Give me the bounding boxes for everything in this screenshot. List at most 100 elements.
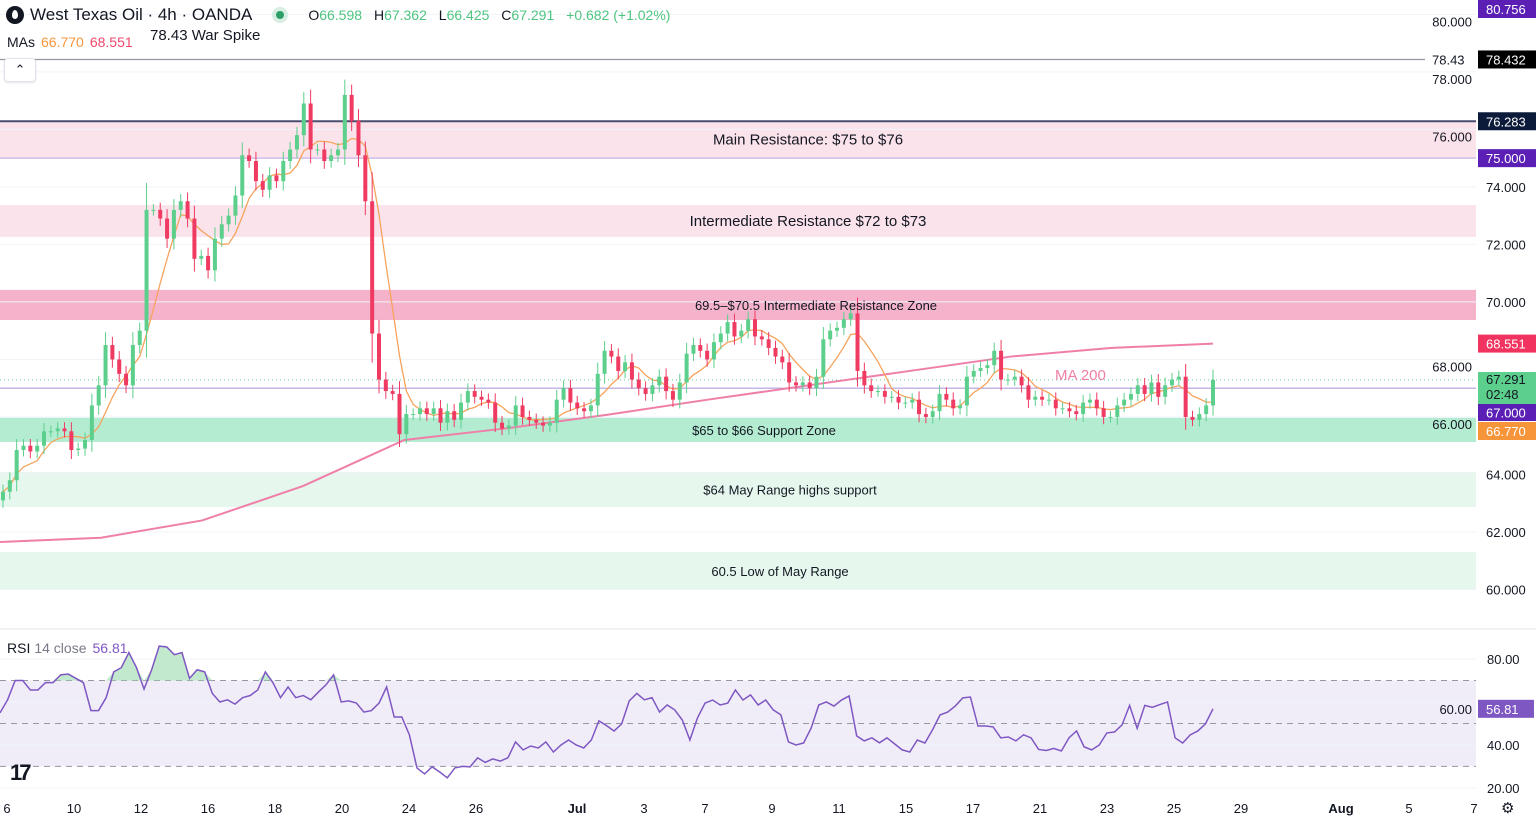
candle-body xyxy=(1128,393,1133,400)
price-tick-label: 60.000 xyxy=(1486,582,1526,597)
time-tick-label: 5 xyxy=(1405,801,1412,816)
candle-body xyxy=(746,319,751,331)
candle-body xyxy=(732,322,737,337)
candle-body xyxy=(411,414,416,416)
price-badge xyxy=(1478,334,1536,353)
candle-body xyxy=(999,350,1004,380)
candle-body xyxy=(1135,385,1140,394)
time-tick-label: 11 xyxy=(832,801,846,816)
candle-body xyxy=(910,399,915,403)
candle-body xyxy=(869,385,874,392)
price-tick-label: 62.000 xyxy=(1486,525,1526,540)
candle-body xyxy=(288,149,293,162)
price-badge xyxy=(1478,149,1536,168)
candle-body xyxy=(500,422,505,429)
candle-body xyxy=(657,376,662,386)
candle-body xyxy=(882,391,887,397)
candle-body xyxy=(342,94,347,150)
time-axis[interactable]: 6 10 12 16 18 20 24 26 Jul 3 7 9 11 15 17 21 23 25 29 Aug 5 7 xyxy=(3,801,1477,816)
high-value: 67.362 xyxy=(384,7,427,23)
candle-body xyxy=(438,408,443,423)
collapse-legend-button[interactable]: ⌃ xyxy=(4,58,36,82)
candle-body xyxy=(124,373,129,386)
candle-body xyxy=(445,411,450,423)
symbol-title[interactable]: West Texas Oil · 4h · OANDA xyxy=(30,5,253,24)
ma-short-value: 66.770 xyxy=(41,34,84,50)
candle-body xyxy=(301,103,306,136)
candle-body xyxy=(192,218,197,259)
candle-body xyxy=(1108,416,1113,418)
time-tick-label: 16 xyxy=(201,801,215,816)
candle-body xyxy=(69,431,74,451)
zone-label: Intermediate Resistance $72 to $73 xyxy=(690,213,927,230)
candle-body xyxy=(561,388,566,400)
candle-body xyxy=(636,379,641,389)
zones-layer xyxy=(0,121,1476,590)
candle-body xyxy=(55,428,60,432)
candle-body xyxy=(1019,376,1024,386)
price-badge-text: 78.432 xyxy=(1486,52,1526,67)
candle-body xyxy=(650,385,655,394)
time-tick-label: 6 xyxy=(3,801,10,816)
ma200-layer xyxy=(0,342,1214,544)
settings-gear-icon[interactable]: ⚙ xyxy=(1501,800,1515,817)
candle-body xyxy=(752,319,757,337)
candle-body xyxy=(705,350,710,360)
candle-body xyxy=(568,388,573,403)
candle-body xyxy=(1053,399,1058,409)
candle-body xyxy=(28,445,33,452)
candle-body xyxy=(1163,385,1168,397)
candle-body xyxy=(165,218,170,239)
ma-short-layer xyxy=(2,137,1214,493)
candle-body xyxy=(841,319,846,328)
candle-body xyxy=(274,175,279,182)
war-spike-note: 78.43 War Spike xyxy=(150,27,261,44)
candle-body xyxy=(1115,405,1120,417)
candle-body xyxy=(335,149,340,156)
candle-body xyxy=(1204,405,1209,415)
rsi-params: 14 close xyxy=(34,640,87,656)
market-status-icon[interactable] xyxy=(272,7,289,23)
candle-body xyxy=(773,347,778,357)
ma-legend-label: MAs xyxy=(7,34,35,50)
candle-body xyxy=(144,209,149,331)
candle-body xyxy=(1169,379,1174,386)
candle-body xyxy=(684,353,689,383)
candle-body xyxy=(547,422,552,426)
candle-body xyxy=(862,370,867,386)
candle-body xyxy=(1176,376,1181,380)
candle-body xyxy=(370,201,375,334)
candle-body xyxy=(103,345,108,386)
candle-body xyxy=(7,480,12,492)
candle-body xyxy=(83,439,88,449)
candle-body xyxy=(1122,399,1127,406)
candle-body xyxy=(1142,385,1147,394)
price-axis[interactable]: 80.00 60.00 40.00 20.00 56.81 80.756 78.432 76.… xyxy=(1432,0,1536,796)
candles-layer xyxy=(1,79,1215,508)
candle-body xyxy=(554,399,559,423)
ma-legend[interactable]: MAs 66.770 68.551 xyxy=(7,34,133,50)
candle-body xyxy=(889,396,894,398)
price-badge xyxy=(1478,404,1536,421)
candle-body xyxy=(1026,385,1031,400)
price-badge xyxy=(1478,0,1536,18)
price-tick-label: 72.000 xyxy=(1486,237,1526,252)
rsi-value-badge-text: 56.81 xyxy=(1486,702,1519,717)
rsi-legend[interactable]: RSI 14 close 56.81 xyxy=(7,640,128,656)
candle-body xyxy=(493,402,498,423)
candle-body xyxy=(42,431,47,446)
rsi-line xyxy=(0,645,1214,779)
time-tick-label: 17 xyxy=(966,801,980,816)
candle-body xyxy=(35,445,40,452)
price-tick-label: 66.000 xyxy=(1432,417,1472,432)
candle-body xyxy=(513,405,518,426)
candle-body xyxy=(233,195,238,216)
candle-body xyxy=(725,322,730,334)
price-badge-text: 68.551 xyxy=(1486,337,1526,352)
candle-body xyxy=(117,359,122,374)
candle-body xyxy=(814,376,819,389)
candle-body xyxy=(698,345,703,351)
candle-body xyxy=(711,342,716,360)
price-badge xyxy=(1478,372,1536,404)
